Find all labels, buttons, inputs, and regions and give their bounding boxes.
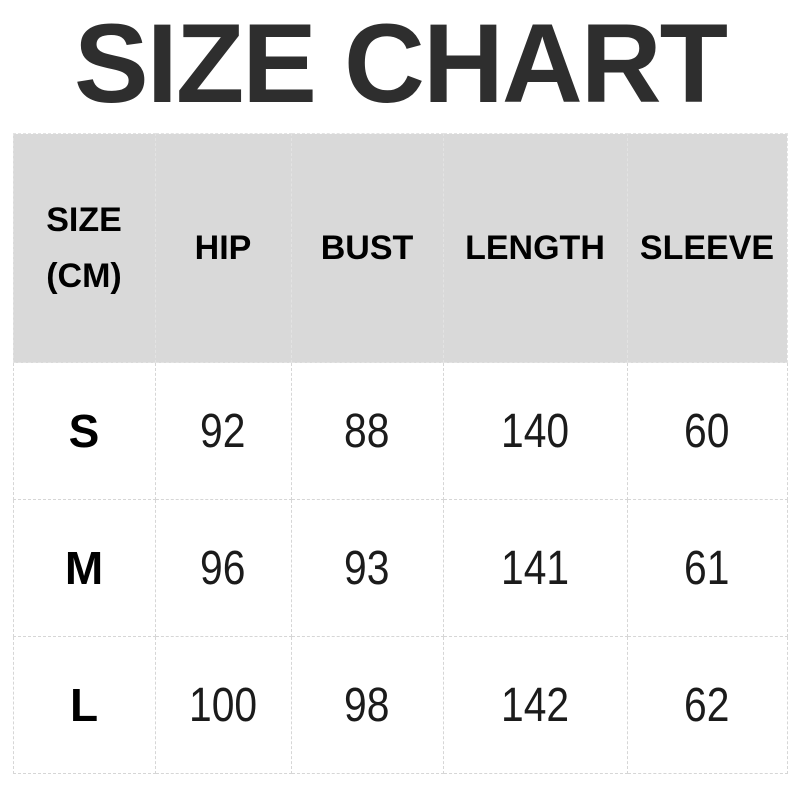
cell-size: L (12, 636, 156, 774)
sleeve-value: 60 (684, 404, 730, 458)
size-label: S (68, 405, 100, 457)
hip-value: 92 (200, 404, 246, 458)
column-header-label: LENGTH (465, 228, 605, 267)
size-chart-page: SIZE CHART SIZE (CM) HIP BUST LENGTH (0, 8, 800, 808)
column-header-label: SLEEVE (639, 228, 775, 267)
hip-value: 96 (200, 541, 246, 595)
cell-bust: 98 (290, 636, 444, 774)
column-header-label: SIZE (CM) (46, 200, 122, 295)
table-row-m: M 96 93 141 61 (12, 499, 788, 637)
bust-value: 98 (344, 678, 390, 732)
cell-bust: 93 (290, 499, 444, 637)
table-row-s: S 92 88 140 60 (12, 362, 788, 500)
header-row: SIZE (CM) HIP BUST LENGTH SLEEVE (12, 133, 788, 363)
sleeve-value: 61 (684, 541, 730, 595)
cell-sleeve: 62 (626, 636, 788, 774)
length-value: 141 (500, 541, 570, 595)
cell-hip: 100 (154, 636, 292, 774)
length-value: 142 (500, 678, 570, 732)
table-row-l: L 100 98 142 62 (12, 636, 788, 774)
bust-value: 88 (344, 404, 390, 458)
cell-hip: 92 (154, 362, 292, 500)
cell-size: M (12, 499, 156, 637)
size-chart-table: SIZE (CM) HIP BUST LENGTH SLEEVE S (12, 133, 788, 774)
length-value: 140 (500, 404, 570, 458)
page-title: SIZE CHART (74, 1, 728, 126)
sleeve-value: 62 (684, 678, 730, 732)
table-body: S 92 88 140 60 M 9 (12, 362, 788, 774)
size-label: M (64, 542, 104, 594)
cell-length: 141 (442, 499, 628, 637)
column-header-label: HIP (194, 228, 252, 267)
table-header: SIZE (CM) HIP BUST LENGTH SLEEVE (12, 133, 788, 363)
cell-length: 140 (442, 362, 628, 500)
column-header-sleeve: SLEEVE (626, 133, 788, 363)
cell-sleeve: 61 (626, 499, 788, 637)
hip-value: 100 (188, 678, 258, 732)
bust-value: 93 (344, 541, 390, 595)
column-header-length: LENGTH (442, 133, 628, 363)
column-header-hip: HIP (154, 133, 292, 363)
size-label: L (69, 679, 99, 731)
cell-sleeve: 60 (626, 362, 788, 500)
column-header-label: BUST (320, 228, 414, 267)
column-header-bust: BUST (290, 133, 444, 363)
cell-size: S (12, 362, 156, 500)
cell-bust: 88 (290, 362, 444, 500)
column-header-size-cm: SIZE (CM) (12, 133, 156, 363)
cell-hip: 96 (154, 499, 292, 637)
cell-length: 142 (442, 636, 628, 774)
